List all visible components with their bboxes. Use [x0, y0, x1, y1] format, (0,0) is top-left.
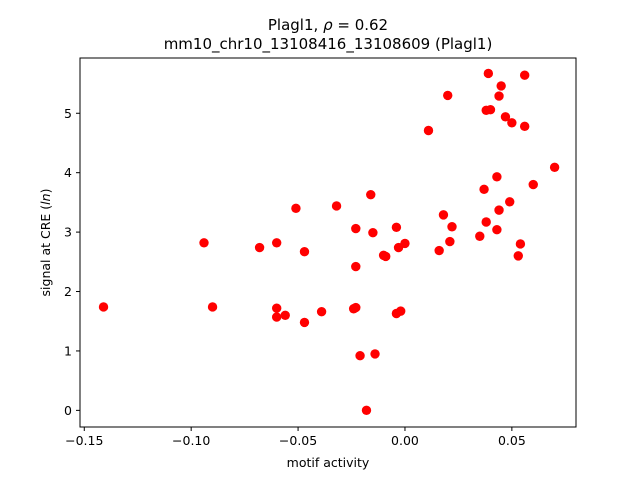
x-tick-label: −0.10 — [172, 433, 210, 448]
y-label-prefix: signal at CRE ( — [38, 205, 53, 297]
scatter-point — [207, 302, 218, 312]
scatter-point — [434, 245, 444, 256]
title-rho: ρ — [323, 16, 333, 34]
scatter-point — [492, 225, 502, 235]
y-label-italic: ln — [38, 193, 53, 204]
scatter-point — [513, 251, 523, 261]
scatter-point — [423, 125, 434, 136]
scatter-point — [391, 222, 402, 233]
scatter-point — [475, 231, 485, 241]
plot-frame — [79, 57, 577, 428]
y-tick-label: 4 — [64, 165, 72, 180]
y-tick-label: 5 — [64, 106, 72, 121]
scatter-point — [271, 303, 282, 313]
y-axis-label: signal at CRE (ln) — [38, 189, 53, 297]
scatter-point — [395, 306, 406, 316]
scatter-point — [98, 302, 109, 312]
y-tick-label: 3 — [64, 225, 72, 240]
scatter-point — [494, 205, 504, 215]
scatter-point — [368, 227, 378, 238]
scatter-point — [271, 312, 282, 322]
y-tick-label: 0 — [64, 403, 72, 418]
scatter-point — [316, 307, 327, 317]
scatter-point — [494, 91, 504, 101]
y-label-suffix: ) — [38, 189, 53, 194]
scatter-point — [481, 217, 491, 227]
scatter-point — [507, 118, 517, 128]
x-tick-label: 0.05 — [498, 433, 526, 448]
scatter-point — [351, 223, 361, 234]
scatter-point — [299, 247, 310, 257]
x-axis-label: motif activity — [287, 455, 370, 470]
data-points — [98, 68, 560, 416]
scatter-point — [519, 70, 530, 80]
scatter-point — [515, 239, 526, 249]
scatter-point — [291, 203, 301, 214]
scatter-point — [299, 317, 310, 328]
y-tick-label: 1 — [64, 343, 72, 358]
scatter-point — [496, 81, 506, 91]
scatter-point — [485, 104, 496, 115]
scatter-point — [528, 179, 538, 190]
title-suffix: = 0.62 — [333, 16, 389, 34]
x-tick-label: −0.05 — [279, 433, 317, 448]
scatter-point — [500, 112, 511, 122]
chart-title-line2: mm10_chr10_13108416_13108609 (Plagl1) — [164, 35, 493, 54]
y-axis-ticks: 0 1 2 3 4 5 — [64, 106, 80, 418]
scatter-point — [199, 238, 209, 248]
plot-area — [80, 58, 576, 427]
scatter-point — [438, 210, 449, 220]
scatter-point — [479, 184, 489, 195]
scatter-point — [505, 197, 515, 207]
scatter-point — [351, 261, 361, 272]
scatter-point — [447, 222, 457, 232]
scatter-point — [280, 310, 290, 320]
scatter-point — [519, 121, 530, 132]
scatter-point — [271, 238, 282, 248]
y-tick-label: 2 — [64, 284, 72, 299]
scatter-point — [492, 172, 502, 182]
scatter-point — [483, 68, 494, 79]
scatter-point — [254, 242, 265, 253]
scatter-point — [381, 251, 391, 262]
x-tick-label: 0.00 — [391, 433, 419, 448]
scatter-point — [361, 405, 372, 416]
x-axis-ticks: −0.15 −0.10 −0.05 0.00 0.05 — [65, 427, 526, 448]
scatter-point — [331, 201, 342, 211]
title-prefix: Plagl1, — [268, 16, 323, 34]
scatter-point — [370, 349, 380, 359]
scatter-point — [355, 350, 365, 361]
chart-title-line1: Plagl1, ρ = 0.62 — [268, 16, 388, 34]
scatter-point — [366, 189, 376, 200]
x-tick-label: −0.15 — [65, 433, 103, 448]
scatter-point — [400, 238, 410, 249]
scatter-point — [445, 236, 455, 247]
scatter-point — [443, 90, 453, 101]
scatter-point — [351, 302, 361, 313]
scatter-point — [549, 162, 560, 173]
